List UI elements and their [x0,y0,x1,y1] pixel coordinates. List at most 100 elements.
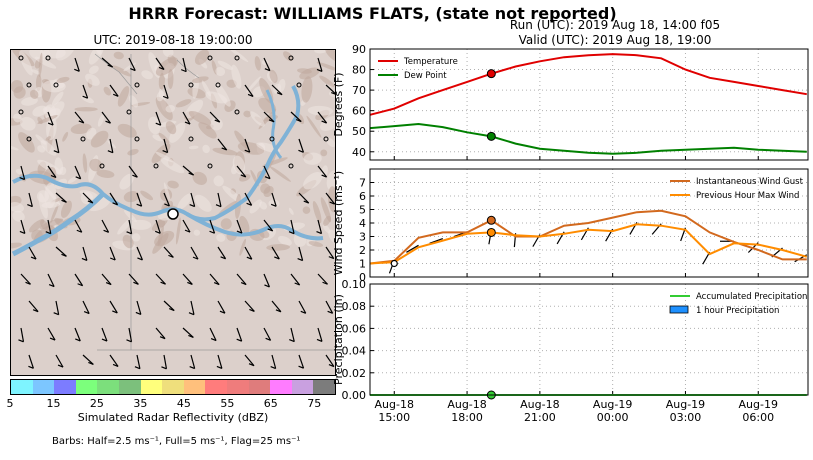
barb-flag [159,336,166,340]
wind-barb [55,246,67,257]
current-time-marker [486,215,496,225]
wind-barb [325,84,335,95]
wind-barb [182,327,194,338]
wind-barb [47,273,55,288]
barb-flag [236,338,242,342]
y-tick-label: 70 [352,84,366,97]
barb-flag [316,68,323,72]
barb-shaft [298,354,305,369]
wind-barb [296,82,302,88]
barb-shaft [325,192,335,205]
current-time-marker [486,227,496,237]
wind-barb [217,246,227,260]
terrain-shading [194,50,210,65]
wind-barb [236,219,243,234]
barb-flag [57,364,64,368]
wind-barb [190,246,199,260]
wind-barb [53,300,60,316]
barb-shaft [244,138,251,153]
barb-flag [187,281,193,285]
terrain-shading [67,176,78,184]
barb-flag [81,257,88,262]
wind-barb [188,300,195,316]
terrain-shading [165,104,176,113]
barb-shaft [82,84,89,99]
terrain-shading [328,229,335,245]
terrain-shading [175,217,181,245]
terrain-shading [167,180,179,189]
barb-shaft [109,138,114,153]
series-line-temperature [369,53,807,116]
colorbar-swatch [11,380,33,394]
terrain-shading [158,73,165,90]
terrain-shading [70,123,92,135]
terrain-shading [163,182,172,205]
barb-shaft [109,192,119,206]
wind-barb [155,327,166,340]
terrain-shading [215,82,231,107]
barb-flag [168,308,175,312]
wind-barb [406,244,419,253]
calm-wind-circle [323,136,329,142]
wind-barb [126,109,132,115]
barb-shaft [190,246,199,260]
series-line-dew-point [369,122,807,155]
wind-barb [325,246,335,260]
barb-flag [53,150,60,154]
barb-flag [298,365,304,369]
barb-flag [158,66,165,71]
wind-barb [263,165,271,180]
barb-flag [240,174,246,178]
barb-shaft [136,192,143,207]
terrain-shading [322,224,331,234]
barb-shaft [236,165,247,178]
wind-barb [290,111,302,123]
terrain-shading [141,70,153,80]
terrain-shading [155,57,179,76]
barb-shaft [74,327,81,342]
calm-wind-circle [207,55,213,61]
barb-shaft [128,165,138,178]
plot-area [370,49,808,160]
colorbar-tick-label: 25 [89,397,104,410]
barb-shaft [290,219,295,234]
wind-barb [153,163,159,169]
wind-barb [271,246,280,260]
terrain-shading [29,89,39,99]
wind-barb [289,327,295,343]
wind-barb [429,237,444,244]
barb-flag [76,229,83,233]
barb-shaft [47,327,56,341]
barb-flag [75,176,81,180]
radar-map [10,49,336,376]
wind-barb [215,192,222,208]
barb-flag [270,365,276,370]
barb-shaft [217,246,227,260]
terrain-shading [18,132,35,153]
terrain-shading [45,136,51,141]
barb-shaft [290,327,295,342]
terrain-shading [157,225,164,246]
barb-flag [316,338,323,342]
wind-barb [128,165,138,178]
wind-barb [28,246,37,260]
terrain-shading [169,122,186,143]
wind-barb [270,354,277,370]
barb-flag [184,121,191,125]
colorbar-swatch [97,380,119,394]
barb-flag [192,256,199,260]
barb-flag [19,176,25,181]
wind-barb [155,57,165,71]
y-tick-label: 5 [359,204,366,217]
barb-shaft [182,219,191,233]
barb-flag [77,283,83,287]
terrain-shading [303,152,322,165]
wind-barb [27,192,33,208]
wind-barb [74,111,85,124]
terrain-shading [227,50,249,63]
y-tick-label: 0.00 [342,389,367,402]
terrain-shading [177,193,193,210]
barb-flag [328,256,335,260]
legend-label: Dew Point [404,71,447,81]
y-tick-label: 6 [359,190,366,203]
